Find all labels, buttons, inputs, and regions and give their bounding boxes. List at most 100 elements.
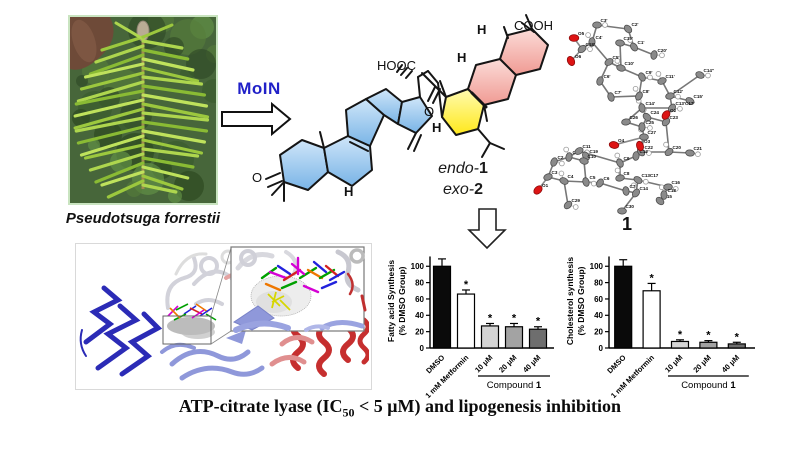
svg-text:C2': C2' [632, 22, 639, 27]
svg-text:C4': C4' [596, 35, 603, 40]
xray-compound-number: 1 [621, 214, 632, 234]
reaction-method-label: MoIN [237, 79, 281, 98]
stereo-h-label: H [457, 50, 467, 65]
svg-text:C23: C23 [670, 115, 679, 120]
svg-text:C12': C12' [674, 89, 684, 94]
svg-text:*: * [735, 331, 740, 343]
svg-text:0: 0 [599, 344, 604, 353]
svg-text:C14: C14 [640, 186, 649, 191]
svg-text:60: 60 [594, 295, 603, 304]
svg-text:C5': C5' [613, 55, 620, 60]
svg-text:C9: C9 [624, 156, 630, 161]
down-block-arrow-icon [467, 208, 507, 250]
svg-text:C3: C3 [552, 170, 558, 175]
svg-text:C2: C2 [558, 155, 564, 160]
svg-text:C22: C22 [645, 145, 654, 150]
svg-text:40 μM: 40 μM [720, 353, 741, 374]
svg-text:C11': C11' [666, 74, 675, 79]
svg-text:C6': C6' [604, 74, 611, 79]
svg-text:C14': C14' [646, 101, 656, 106]
fatty-acid-synthesis-chart: 0 20 40 60 80 100 Fatty acid Synthesis (% DMSO … [386, 256, 554, 400]
svg-text:C27: C27 [648, 130, 657, 135]
svg-text:O5: O5 [578, 31, 585, 36]
hooc-label: HOOC [377, 58, 416, 73]
svg-text:O2: O2 [670, 108, 677, 113]
svg-text:100: 100 [411, 262, 425, 271]
svg-text:20 μM: 20 μM [691, 353, 712, 374]
plant-photo-image [64, 7, 226, 203]
svg-text:10 μM: 10 μM [473, 353, 494, 374]
svg-text:C14'': C14'' [704, 68, 715, 73]
svg-text:0: 0 [420, 344, 425, 353]
svg-text:20: 20 [415, 327, 424, 336]
svg-text:C15: C15 [664, 194, 673, 199]
svg-text:C8': C8' [643, 89, 650, 94]
svg-text:60: 60 [415, 295, 424, 304]
cooh-label: COOH [514, 18, 553, 33]
svg-text:40 μM: 40 μM [521, 353, 542, 374]
svg-text:C26: C26 [630, 115, 639, 120]
svg-text:C24: C24 [651, 110, 660, 115]
svg-text:C8: C8 [624, 171, 630, 176]
svg-text:C20: C20 [673, 145, 682, 150]
svg-text:C7': C7' [615, 90, 622, 95]
right-block-arrow-icon [221, 101, 292, 137]
svg-text:20: 20 [594, 327, 603, 336]
svg-text:*: * [706, 330, 711, 342]
svg-text:C30: C30 [626, 204, 635, 209]
svg-text:80: 80 [594, 278, 603, 287]
svg-text:O6: O6 [575, 54, 582, 59]
svg-text:(% DMSO Group): (% DMSO Group) [576, 266, 586, 335]
figure-caption: ATP-citrate lyase (IC50 < 5 μM) and lipo… [178, 396, 622, 420]
svg-text:C9': C9' [646, 70, 653, 75]
svg-text:C11: C11 [583, 144, 592, 149]
protein-docking-panel [75, 243, 372, 390]
svg-text:DMSO: DMSO [424, 353, 446, 375]
stereo-h-label: H [344, 184, 354, 199]
svg-text:C19': C19' [624, 36, 634, 41]
svg-text:C20': C20' [658, 48, 668, 53]
protein-ribbon-figure [79, 246, 371, 381]
svg-text:(% DMSO Group): (% DMSO Group) [397, 266, 407, 335]
svg-text:C4: C4 [568, 174, 574, 179]
svg-text:O1: O1 [542, 183, 549, 188]
svg-text:C25: C25 [646, 120, 655, 125]
svg-text:C29: C29 [572, 198, 581, 203]
stereo-h-label: H [477, 22, 487, 37]
svg-text:*: * [512, 312, 517, 324]
stereo-h-label: H [432, 120, 442, 135]
svg-text:40: 40 [415, 311, 424, 320]
svg-text:C7: C7 [630, 184, 636, 189]
compound-names: endo-1 exo-2 [438, 160, 488, 198]
svg-text:C1': C1' [638, 40, 645, 45]
svg-text:O3: O3 [644, 139, 651, 144]
svg-text:C15': C15' [694, 94, 704, 99]
svg-text:C10': C10' [625, 61, 635, 66]
svg-text:*: * [488, 312, 493, 324]
svg-text:*: * [536, 316, 541, 328]
svg-text:40: 40 [594, 311, 603, 320]
svg-text:C13'C17': C13'C17' [676, 101, 695, 106]
chain-oxygen-label: O [424, 104, 435, 119]
svg-text:C6: C6 [604, 176, 610, 181]
svg-text:DMSO: DMSO [605, 353, 627, 375]
svg-text:80: 80 [415, 278, 424, 287]
svg-text:C3': C3' [601, 18, 608, 23]
svg-text:C13C17: C13C17 [642, 173, 659, 178]
svg-text:*: * [678, 329, 683, 341]
compound-structure-drawing [265, 14, 549, 202]
svg-text:Compound 1: Compound 1 [681, 380, 736, 391]
plant-photo [64, 7, 226, 205]
svg-text:100: 100 [590, 262, 604, 271]
svg-text:C21: C21 [694, 146, 703, 151]
svg-text:C18: C18 [668, 188, 677, 193]
ketone-oxygen-label: O [252, 170, 263, 185]
svg-text:*: * [464, 279, 469, 291]
svg-text:Compound 1: Compound 1 [487, 380, 542, 391]
xray-ortep-structure: C3' C2' C4'C18' C19' C1' C20' C5' C10' C9' C6' C11… [533, 18, 715, 215]
svg-text:Fatty acid Synthesis: Fatty acid Synthesis [386, 260, 396, 342]
svg-text:C19: C19 [590, 149, 599, 154]
svg-text:20 μM: 20 μM [497, 353, 518, 374]
svg-text:C12: C12 [640, 149, 649, 154]
